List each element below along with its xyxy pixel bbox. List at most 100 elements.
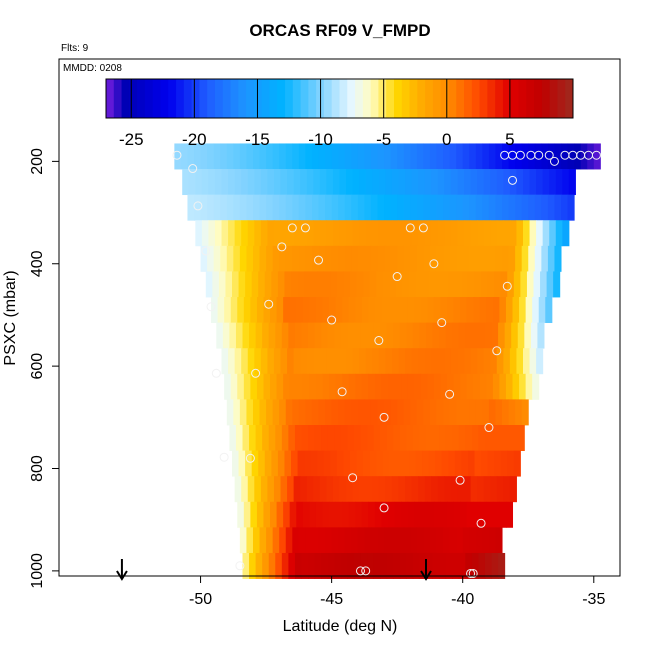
y-tick-label: 1000	[29, 553, 46, 589]
heatmap-cell	[211, 297, 219, 324]
heatmap-cell	[254, 348, 262, 375]
heatmap-cell	[534, 143, 542, 170]
heatmap-cell	[553, 271, 561, 298]
heatmap-cell	[433, 501, 441, 528]
observation-point	[264, 299, 274, 309]
heatmap-cell	[238, 450, 246, 477]
heatmap-cell	[436, 527, 444, 554]
flights-note: Flts: 9	[61, 43, 89, 54]
heatmap-cell	[456, 194, 464, 221]
heatmap-cell	[432, 552, 440, 579]
heatmap-cell	[344, 245, 352, 272]
heatmap-cell	[431, 169, 439, 196]
heatmap-cell	[322, 373, 330, 400]
heatmap-cell	[403, 527, 411, 554]
observation-point	[445, 389, 455, 399]
colorbar-segment	[526, 79, 535, 118]
heatmap-cell	[403, 194, 411, 221]
heatmap-cell	[410, 399, 418, 426]
heatmap-cell	[380, 425, 388, 451]
heatmap-cell	[554, 194, 562, 221]
heatmap-cell	[475, 399, 483, 426]
observation-point	[172, 150, 182, 160]
heatmap-cell	[410, 245, 418, 272]
colorbar-segment	[487, 79, 496, 118]
heatmap-cell	[500, 271, 508, 298]
heatmap-cell	[243, 373, 251, 400]
heatmap-cell	[478, 552, 486, 579]
observation-point	[245, 453, 255, 463]
heatmap-cell	[374, 501, 382, 528]
heatmap-cell	[456, 245, 464, 272]
heatmap-cell	[276, 297, 284, 324]
heatmap-cell	[228, 169, 236, 196]
axes: -50 -45 -40 -35 200 400 600 800 1000	[29, 148, 605, 608]
heatmap-cell	[259, 143, 267, 170]
heatmap-cell	[273, 348, 282, 375]
heatmap-cell	[398, 476, 406, 503]
heatmap-cell	[436, 194, 444, 221]
heatmap-cell	[440, 501, 448, 528]
heatmap-cell	[419, 425, 427, 451]
heatmap-cell	[470, 476, 478, 503]
heatmap-cell	[378, 348, 386, 375]
heatmap-cell	[483, 220, 491, 247]
heatmap-cell	[475, 143, 483, 170]
heatmap-cell	[568, 169, 576, 196]
heatmap-cell	[496, 348, 504, 375]
heatmap-cell	[443, 527, 451, 554]
heatmap-cell	[305, 143, 313, 170]
heatmap-cell	[237, 297, 245, 324]
heatmap-cell	[388, 501, 396, 528]
heatmap-cell	[250, 297, 258, 324]
colorbar-segment	[440, 79, 449, 118]
heatmap-cell	[268, 552, 276, 579]
heatmap-cell	[262, 425, 270, 451]
heatmap-cell	[469, 194, 477, 221]
heatmap-cell	[264, 271, 272, 298]
heatmap-cell	[418, 476, 426, 503]
heatmap-cell	[311, 527, 320, 554]
heatmap-cell	[381, 373, 389, 400]
heatmap-cell	[243, 297, 251, 324]
heatmap-cell	[266, 527, 274, 554]
heatmap-cell	[542, 169, 550, 196]
heatmap-cell	[284, 450, 292, 477]
heatmap-cell	[332, 476, 340, 503]
heatmap-cell	[393, 322, 401, 349]
heatmap-cell	[314, 322, 322, 349]
heatmap-cell	[296, 297, 304, 324]
heatmap-cell	[450, 348, 458, 375]
heatmap-cell	[482, 143, 490, 170]
heatmap-cell	[422, 271, 430, 298]
heatmap-cell	[247, 476, 255, 503]
heatmap-cell	[567, 143, 575, 170]
y-tick-label: 800	[29, 455, 46, 482]
heatmap-cell	[390, 245, 398, 272]
heatmap-cell	[325, 245, 333, 272]
heatmap-cell	[220, 245, 228, 272]
heatmap-cell	[561, 194, 569, 221]
heatmap-cell	[487, 271, 495, 298]
colorbar-segment	[541, 79, 551, 118]
heatmap-cell	[405, 220, 413, 247]
heatmap-cell	[255, 552, 263, 579]
heatmap-cell	[502, 143, 510, 170]
heatmap-cell	[530, 322, 538, 349]
heatmap-cell	[443, 245, 451, 272]
heatmap-cell	[473, 373, 481, 400]
heatmap-cell	[498, 322, 506, 349]
heatmap-cell	[237, 501, 245, 528]
colorbar-segment	[222, 79, 232, 118]
heatmap-cell	[593, 143, 601, 170]
heatmap-cell	[378, 220, 386, 247]
heatmap-cell	[555, 169, 563, 196]
heatmap-cell	[272, 143, 280, 170]
colorbar-tick-label: -10	[308, 130, 333, 149]
heatmap-cell	[370, 399, 379, 426]
heatmap-cell	[344, 143, 352, 170]
heatmap-cell	[241, 220, 249, 247]
observation-point	[405, 223, 415, 233]
heatmap-cell	[353, 552, 361, 579]
heatmap-cell	[335, 297, 343, 324]
